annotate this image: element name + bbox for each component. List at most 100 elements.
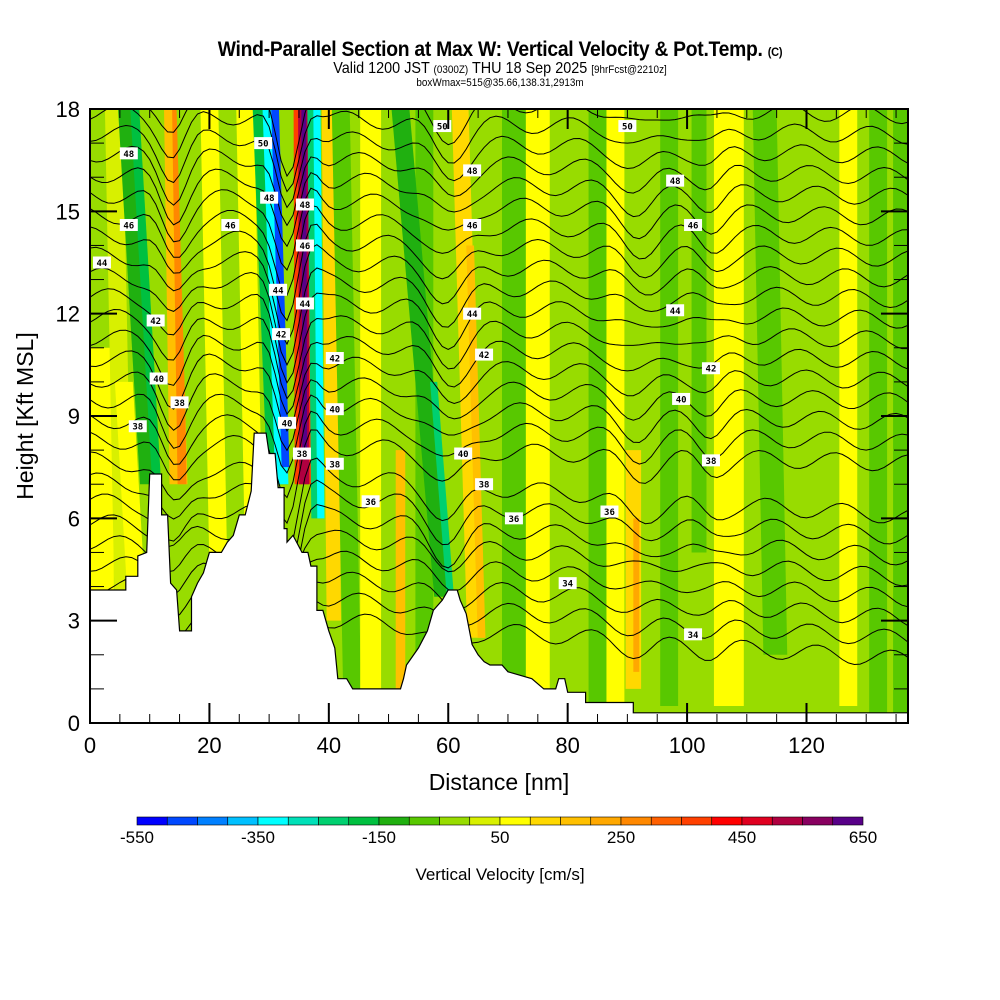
contour-label: 50 (433, 120, 452, 133)
colorbar-swatch (620, 816, 652, 826)
contour-label-text: 46 (467, 221, 478, 231)
contour-label-bg (433, 120, 452, 133)
valid-time-utc: (0300Z) (433, 64, 469, 76)
colorbar-tick-label: 250 (607, 828, 635, 847)
colorbar-tick-label: 650 (849, 828, 877, 847)
colorbar-swatch (832, 816, 864, 826)
contour-label-text: 42 (479, 351, 490, 361)
colorbar-swatch (802, 816, 834, 826)
contour-label: 42 (272, 328, 291, 341)
contour-label-bg (463, 307, 482, 320)
contour-label-bg (325, 403, 344, 416)
theta-contour (90, 308, 908, 400)
contour-label-bg (475, 348, 494, 361)
theta-contour (90, 472, 908, 579)
colorbar-tick-label: 50 (491, 828, 510, 847)
copyright-mark: (C) (767, 45, 783, 59)
colorbar-swatch (741, 816, 773, 826)
colorbar-swatch (439, 816, 471, 826)
contour-label-bg (260, 191, 279, 204)
velocity-band (501, 109, 526, 706)
colorbar-tick-label: -150 (362, 828, 396, 847)
contour-label: 38 (170, 396, 189, 409)
contour-label: 40 (278, 416, 297, 429)
contour-label-text: 34 (562, 580, 573, 590)
chart-title: Wind-Parallel Section at Max W: Vertical… (40, 38, 960, 62)
contour-label-bg (119, 218, 138, 231)
velocity-band (691, 109, 707, 553)
contour-label-text: 38 (706, 457, 717, 467)
contour-label-bg (666, 174, 685, 187)
contour-label-bg (325, 457, 344, 470)
contour-label-text: 36 (365, 498, 376, 508)
contour-label-text: 40 (282, 419, 293, 429)
contour-label-text: 50 (622, 123, 633, 133)
contour-label-bg (454, 447, 473, 460)
contour-label-bg (292, 447, 311, 460)
x-tick-label: 20 (197, 733, 221, 758)
theta-contour (90, 451, 908, 557)
contour-label: 48 (463, 164, 482, 177)
contour-label: 46 (684, 218, 703, 231)
contour-label-text: 44 (467, 310, 478, 320)
contour-label: 40 (454, 447, 473, 460)
colorbar-swatch (469, 816, 501, 826)
theta-contour (90, 350, 908, 432)
contour-label-bg (149, 372, 168, 385)
contour-label: 38 (475, 478, 494, 491)
colorbar-swatch (560, 816, 592, 826)
colorbar-title: Vertical Velocity [cm/s] (415, 865, 584, 884)
contour-label-bg (684, 628, 703, 641)
terrain-mask (90, 432, 908, 723)
contour-label-text: 42 (150, 317, 161, 327)
contour-label-text: 34 (688, 631, 699, 641)
colorbar-swatch (771, 816, 803, 826)
velocity-band (752, 109, 788, 655)
contour-label-text: 50 (437, 123, 448, 133)
x-tick-label: 100 (669, 733, 706, 758)
contour-label-bg (221, 218, 240, 231)
contour-label-bg (475, 478, 494, 491)
contour-label-text: 48 (467, 167, 478, 177)
contour-label-text: 36 (604, 508, 615, 518)
contour-label-text: 40 (153, 375, 164, 385)
contour-label: 44 (269, 283, 288, 296)
theta-contour (90, 288, 908, 384)
velocity-band (806, 109, 831, 587)
contour-label-bg (618, 120, 637, 133)
contour-label: 38 (701, 454, 720, 467)
contour-label: 50 (618, 120, 637, 133)
velocity-band (633, 518, 640, 672)
colorbar-swatch (136, 816, 168, 826)
contour-label: 40 (149, 372, 168, 385)
contour-label-bg (672, 392, 691, 405)
theta-contour (90, 329, 908, 416)
contour-label-text: 38 (174, 399, 185, 409)
contour-label-text: 40 (458, 450, 469, 460)
contour-label-text: 46 (688, 221, 699, 231)
contour-label-text: 44 (273, 286, 284, 296)
contour-label-text: 42 (276, 331, 287, 341)
contour-label: 48 (295, 198, 314, 211)
velocity-band (430, 381, 454, 597)
velocity-band (606, 109, 625, 706)
contour-label-bg (600, 505, 619, 518)
contour-label: 46 (221, 218, 240, 231)
contour-label: 48 (119, 147, 138, 160)
contour-label-text: 38 (132, 423, 143, 433)
colorbar-swatch (499, 816, 531, 826)
colorbar-swatch (711, 816, 743, 826)
contour-label: 38 (292, 447, 311, 460)
contour-label-text: 48 (123, 150, 134, 160)
velocity-band (331, 109, 362, 689)
contour-label-bg (295, 198, 314, 211)
contour-label-text: 38 (479, 481, 490, 491)
contour-label-text: 40 (329, 406, 340, 416)
velocity-band (118, 109, 156, 485)
velocity-band (588, 109, 607, 706)
colorbar-swatch (197, 816, 229, 826)
y-axis-title: Height [Kft MSL] (12, 332, 38, 499)
velocity-band (525, 109, 550, 706)
contour-label-bg (295, 239, 314, 252)
